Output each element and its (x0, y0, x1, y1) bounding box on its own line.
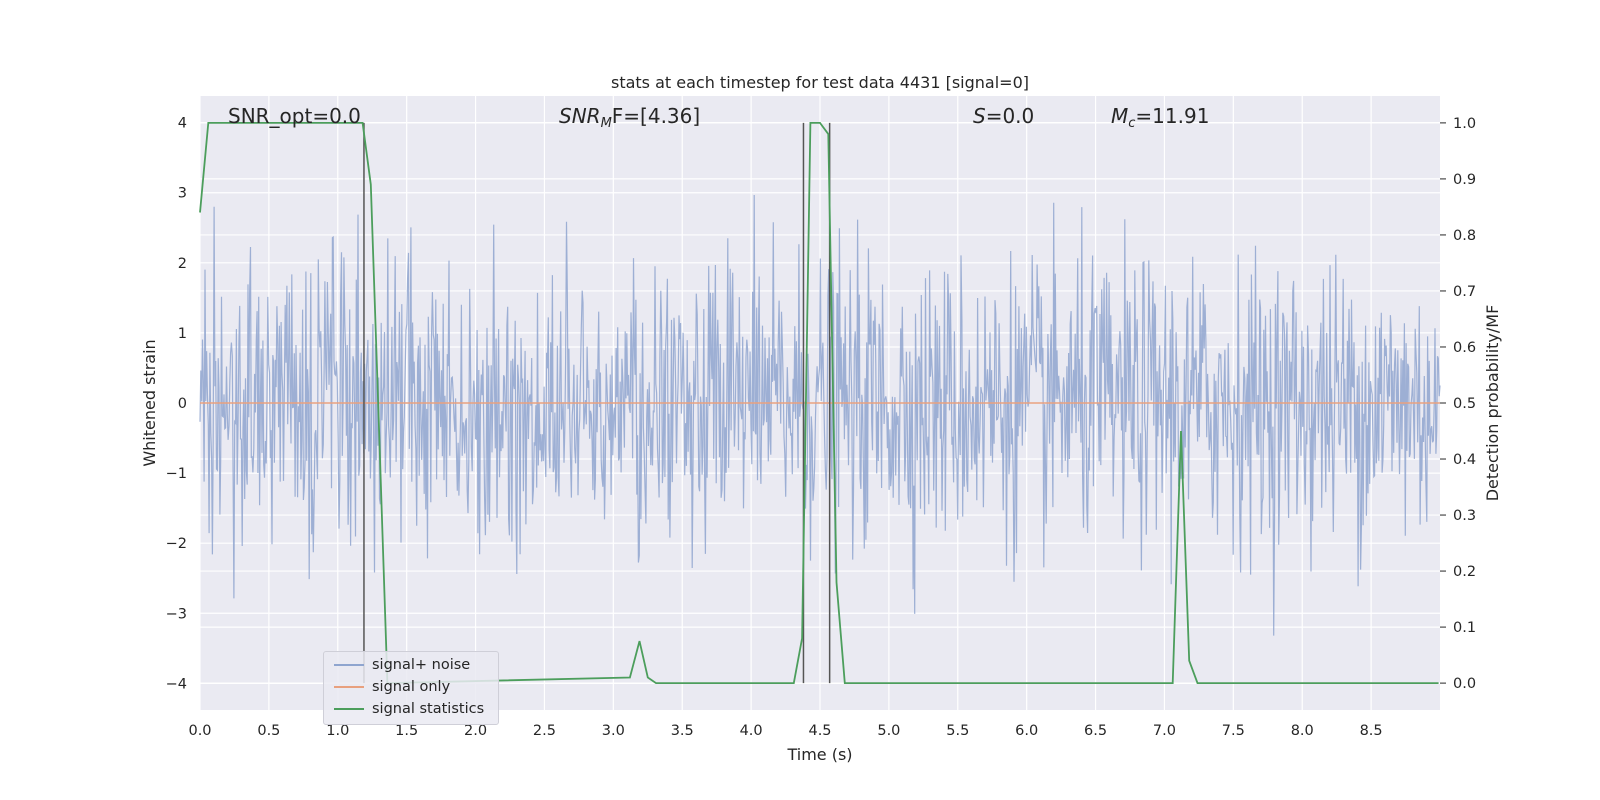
x-tick-label: 1.5 (395, 723, 418, 739)
y2-tick-label: 0.0 (1453, 676, 1476, 692)
y2-tick-label: 0.7 (1453, 284, 1476, 300)
legend-item-signal-noise: signal+ noise (334, 655, 470, 675)
annotation-snr-mf: SNRMF=[4.36] (559, 104, 700, 131)
x-tick-label: 7.5 (1222, 723, 1245, 739)
y-tick-label: −4 (166, 676, 187, 692)
y2-tick-label: 0.6 (1453, 340, 1476, 356)
noise-series (199, 194, 1441, 636)
y-tick-labels: 4 3 2 1 0 −1 −2 −3 −4 (166, 116, 187, 693)
y2-axis-label: Detection probability/MF (1483, 305, 1502, 502)
legend-label-signal-only: signal only (372, 679, 451, 695)
y2-tick-label: 0.1 (1453, 620, 1476, 636)
annotation-snr-opt: SNR_opt=0.0 (228, 104, 361, 128)
y-tick-label: 3 (178, 186, 187, 202)
x-tick-label: 2.0 (464, 723, 487, 739)
legend: signal+ noise signal only signal statist… (323, 651, 499, 725)
y2-tick-labels: 1.0 0.9 0.8 0.7 0.6 0.5 0.4 0.3 0.2 0.1 0.0 (1440, 116, 1476, 692)
y2-tick-label: 0.3 (1453, 508, 1476, 524)
legend-label-signal-noise: signal+ noise (372, 657, 471, 673)
x-tick-label: 4.5 (808, 723, 831, 739)
legend-swatch-signal-noise (334, 664, 364, 666)
y-tick-label: −3 (166, 606, 187, 622)
legend-item-signal-statistics: signal statistics (334, 699, 484, 719)
y2-tick-label: 0.9 (1453, 172, 1476, 188)
y-tick-label: −1 (166, 466, 187, 482)
chart-title: stats at each timestep for test data 443… (611, 73, 1029, 92)
x-tick-label: 2.5 (533, 723, 556, 739)
x-tick-label: 4.0 (740, 723, 763, 739)
x-tick-label: 5.5 (946, 723, 969, 739)
y-tick-label: −2 (166, 536, 187, 552)
y2-tick-label: 1.0 (1453, 116, 1476, 132)
x-tick-label: 8.5 (1360, 723, 1383, 739)
y-axis-label: Whitened strain (140, 339, 159, 466)
signal-noise-line (199, 194, 1441, 636)
legend-label-signal-statistics: signal statistics (372, 701, 485, 717)
y2-tick-label: 0.4 (1453, 452, 1476, 468)
annotation-s: S=0.0 (973, 104, 1034, 128)
x-tick-labels: 0.0 0.5 1.0 1.5 2.0 2.5 3.0 3.5 4.0 4.5 5.0 5.5 6.0 6… (188, 723, 1382, 739)
annotation-mc: Mc=11.91 (1111, 104, 1209, 131)
x-tick-label: 7.0 (1153, 723, 1176, 739)
x-axis-label: Time (s) (786, 745, 852, 764)
legend-item-signal-only: signal only (334, 677, 450, 697)
legend-swatch-signal-only (334, 686, 364, 688)
legend-swatch-signal-statistics (334, 708, 364, 710)
x-tick-label: 1.0 (326, 723, 349, 739)
x-tick-label: 8.0 (1291, 723, 1314, 739)
x-tick-label: 5.0 (877, 723, 900, 739)
x-tick-label: 0.0 (188, 723, 211, 739)
y2-tick-label: 0.5 (1453, 396, 1476, 412)
signal-statistics-line (199, 122, 1439, 685)
y2-tick-label: 0.8 (1453, 228, 1476, 244)
y-tick-label: 1 (178, 326, 187, 342)
x-tick-label: 6.0 (1015, 723, 1038, 739)
x-tick-label: 0.5 (257, 723, 280, 739)
y-tick-label: 0 (178, 396, 187, 412)
x-tick-label: 3.0 (602, 723, 625, 739)
y-tick-label: 4 (178, 116, 187, 132)
x-tick-label: 3.5 (671, 723, 694, 739)
y2-tick-label: 0.2 (1453, 564, 1476, 580)
y-tick-label: 2 (178, 256, 187, 272)
x-tick-label: 6.5 (1084, 723, 1107, 739)
